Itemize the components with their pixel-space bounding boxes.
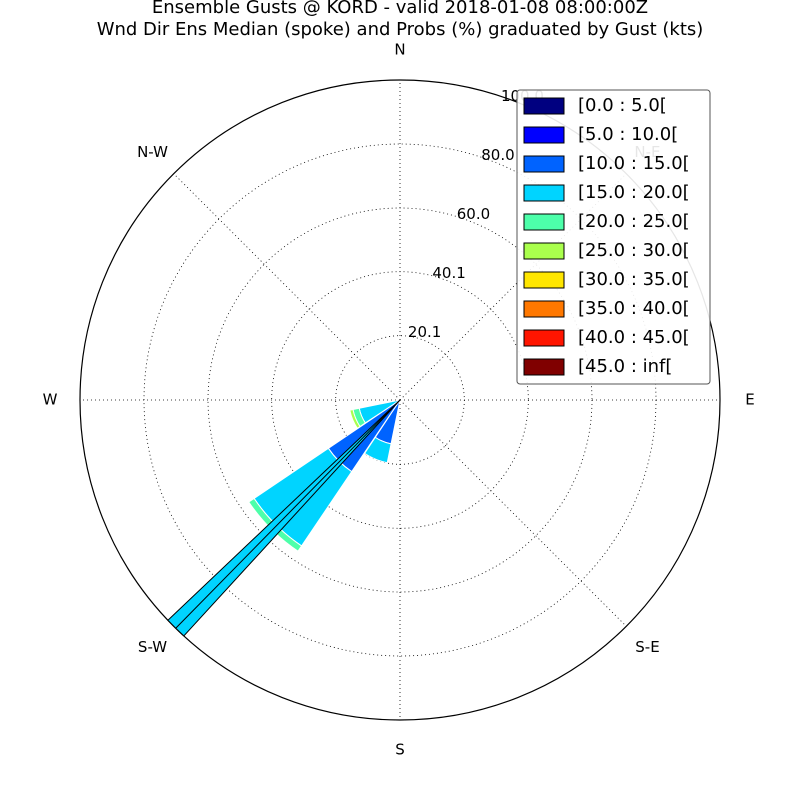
polar-frame — [79, 79, 721, 721]
radial-tick-label: 40.1 — [432, 264, 465, 282]
angle-label: W — [43, 391, 58, 409]
angle-label: E — [745, 391, 754, 409]
legend-label: [25.0 : 30.0[ — [578, 240, 690, 261]
chart-subtitle: Wnd Dir Ens Median (spoke) and Probs (%)… — [97, 19, 704, 40]
spoke-line — [175, 399, 401, 629]
legend-swatch — [523, 97, 565, 115]
radial-tick-label: 60.0 — [457, 205, 490, 223]
legend-swatch — [523, 329, 565, 347]
legend-label: [0.0 : 5.0[ — [578, 95, 667, 116]
wedge-segment — [349, 408, 361, 429]
legend-swatch — [523, 213, 565, 231]
angle-label: S — [395, 741, 405, 759]
radial-grid-ring — [207, 207, 593, 593]
radial-tick-label: 80.0 — [481, 146, 514, 164]
wedge-segment — [363, 436, 392, 464]
angular-grid-line — [399, 399, 627, 627]
legend-label: [35.0 : 40.0[ — [578, 298, 690, 319]
legend-label: [10.0 : 15.0[ — [578, 153, 690, 174]
legend-swatch — [523, 184, 565, 202]
chart-title: Ensemble Gusts @ KORD - valid 2018-01-08… — [152, 0, 648, 18]
legend-label: [20.0 : 25.0[ — [578, 211, 690, 232]
legend-swatch — [523, 358, 565, 376]
legend-swatch — [523, 155, 565, 173]
angular-grid-line — [173, 173, 401, 401]
legend-label: [5.0 : 10.0[ — [578, 124, 678, 145]
radial-grid-ring — [335, 335, 465, 465]
angle-label: S-W — [138, 638, 167, 656]
legend-label: [45.0 : inf[ — [578, 356, 672, 377]
angle-label: N-W — [137, 143, 168, 161]
legend-label: [40.0 : 45.0[ — [578, 327, 690, 348]
angle-label: N — [394, 41, 405, 59]
legend-label: [15.0 : 20.0[ — [578, 182, 690, 203]
legend-swatch — [523, 300, 565, 318]
legend-swatch — [523, 242, 565, 260]
angular-grid-line — [399, 173, 627, 401]
radial-grid-ring — [271, 271, 529, 529]
legend-label: [30.0 : 35.0[ — [578, 269, 690, 290]
legend-swatch — [523, 271, 565, 289]
radial-grid-ring — [143, 143, 657, 657]
radial-tick-label: 20.1 — [408, 323, 441, 341]
angle-label: S-E — [635, 638, 659, 656]
legend-swatch — [523, 126, 565, 144]
legend-box — [516, 89, 711, 385]
